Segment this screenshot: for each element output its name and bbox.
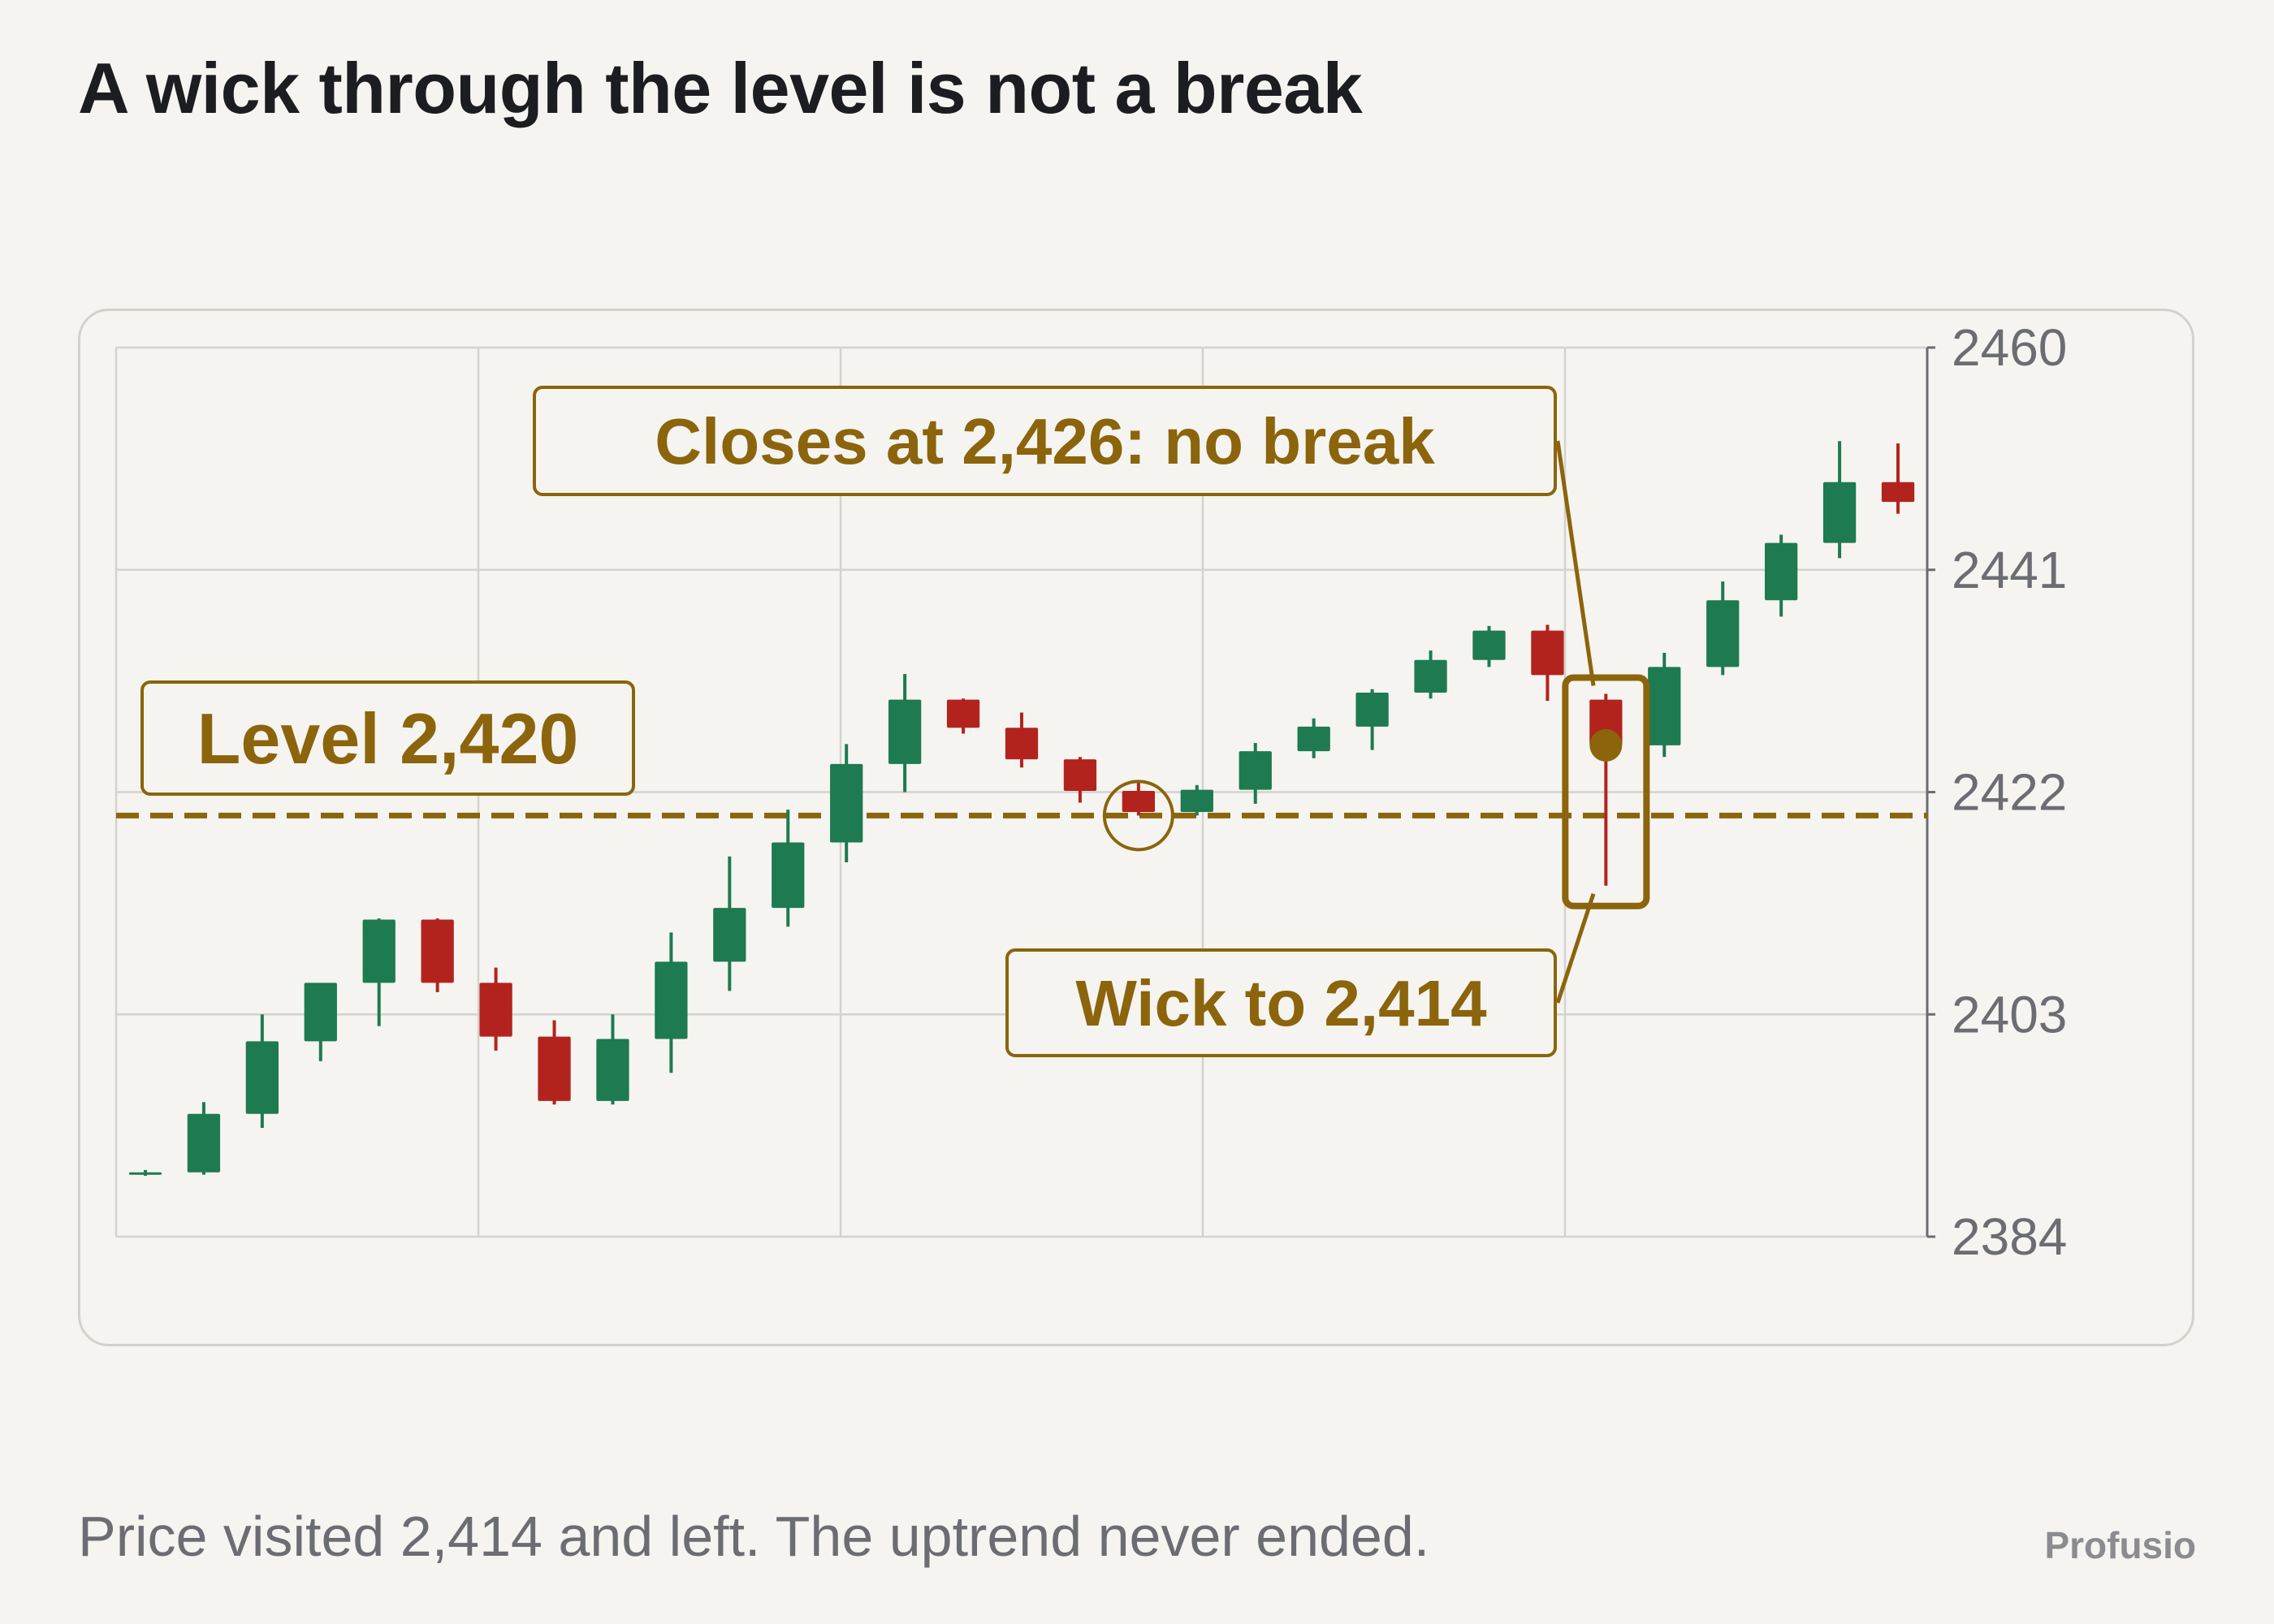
candle-body	[1531, 630, 1564, 676]
candle-body	[1180, 789, 1213, 812]
candle-body	[1005, 728, 1039, 760]
highlight-box	[1562, 674, 1650, 909]
candle	[421, 918, 454, 992]
candle	[362, 918, 396, 1026]
candle	[1648, 653, 1681, 758]
candle-body	[1122, 791, 1156, 812]
candle	[1881, 443, 1915, 514]
candle-body	[1822, 482, 1857, 543]
candle	[1765, 534, 1798, 617]
candle	[713, 856, 746, 991]
brand-logo-text: Profusio	[2044, 1524, 2196, 1566]
candle	[1005, 712, 1039, 768]
y-tick-label: 2460	[1952, 318, 2067, 377]
level-label-box	[141, 680, 635, 796]
candle-body	[772, 842, 805, 909]
candles	[128, 441, 1915, 1177]
candle	[946, 698, 980, 734]
candle-body	[830, 763, 863, 843]
level-label-text: Level 2,420	[197, 698, 579, 779]
candle-body	[128, 1172, 162, 1175]
candle	[830, 744, 863, 862]
candle	[596, 1014, 629, 1105]
candle	[888, 673, 922, 793]
candle	[1180, 784, 1213, 816]
candle	[538, 1020, 571, 1105]
candle	[304, 983, 337, 1061]
candle	[128, 1169, 162, 1177]
candle	[1063, 757, 1097, 803]
candle	[1122, 780, 1156, 816]
wick-annotation-leader	[1555, 892, 1596, 1004]
y-axis: 2384 2403 2422 2441 2460	[1926, 318, 2067, 1266]
candle-body	[888, 699, 922, 764]
y-tick-label: 2384	[1952, 1207, 2067, 1266]
candle	[1297, 718, 1330, 758]
candle-body	[1239, 751, 1272, 790]
close-annotation-leader	[1555, 440, 1596, 686]
candle-body	[304, 983, 337, 1042]
chart-card	[78, 309, 2194, 1346]
candle-body	[1297, 726, 1330, 752]
candle-body	[421, 919, 454, 983]
level-touch-circle	[1102, 780, 1174, 852]
candle	[187, 1102, 221, 1175]
candle-body	[655, 961, 688, 1039]
candle	[1531, 624, 1564, 702]
candle-body	[245, 1041, 279, 1114]
candle-body	[713, 908, 746, 962]
candle-body	[187, 1113, 221, 1173]
close-marker-dot	[1589, 728, 1623, 762]
wick-annotation-box	[1005, 948, 1557, 1057]
annotations: Level 2,420 Closes at 2,426: no break Wick…	[141, 386, 1650, 1057]
close-annotation-box	[533, 386, 1557, 496]
candle	[772, 810, 805, 927]
candle-body	[1648, 667, 1681, 745]
chart-caption: Price visited 2,414 and left. The uptren…	[78, 1505, 1430, 1568]
candle-body	[1063, 759, 1097, 792]
candle	[1472, 625, 1506, 667]
wick-annotation-text: Wick to 2,414	[1075, 967, 1487, 1039]
y-tick-label: 2441	[1952, 541, 2067, 599]
candle	[1706, 581, 1740, 676]
candle	[1239, 742, 1272, 804]
chart-title: A wick through the level is not a break	[78, 48, 1363, 128]
y-tick-label: 2422	[1952, 763, 2067, 822]
candle-body	[538, 1036, 571, 1101]
candle	[1589, 693, 1623, 886]
candle	[655, 932, 688, 1073]
candle-body	[946, 699, 980, 728]
close-annotation-text: Closes at 2,426: no break	[655, 405, 1435, 477]
candle-body	[1472, 630, 1506, 660]
candle-body	[1881, 482, 1915, 503]
candle-body	[596, 1039, 629, 1101]
candle	[1822, 441, 1857, 559]
candle-body	[1355, 693, 1389, 727]
candle-body	[362, 919, 396, 983]
candle-body	[1706, 600, 1740, 667]
candle-body	[1414, 659, 1447, 693]
candle	[479, 967, 512, 1051]
candle-body	[479, 983, 512, 1037]
candle	[1414, 650, 1447, 699]
candle	[245, 1014, 279, 1129]
candle-body	[1765, 542, 1798, 601]
candle	[1355, 689, 1389, 750]
y-tick-label: 2403	[1952, 985, 2067, 1043]
